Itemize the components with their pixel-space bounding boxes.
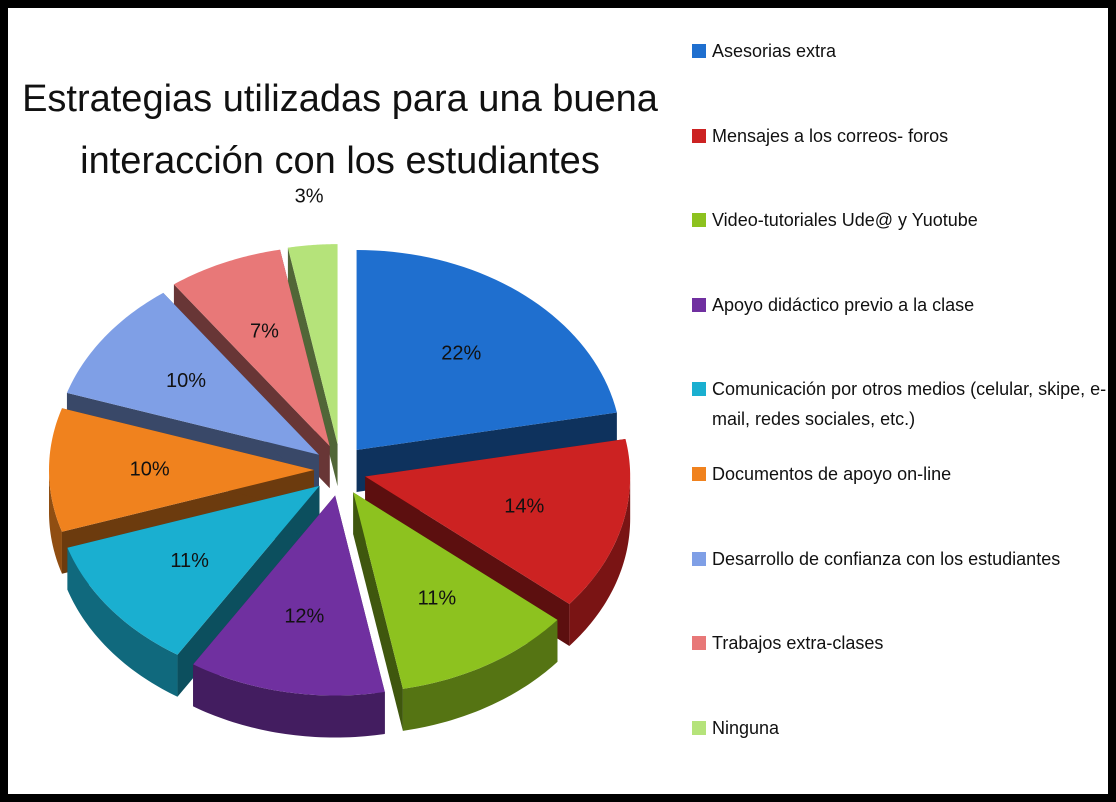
slice-wall <box>67 547 178 697</box>
legend-label: Ninguna <box>712 717 780 738</box>
legend-label: Video-tutoriales Ude@ y Yuotube <box>712 210 978 231</box>
legend-swatch <box>692 636 706 651</box>
legend-item: Ninguna <box>692 713 1116 743</box>
slice <box>353 492 558 689</box>
slice-wall <box>402 619 558 731</box>
data-label: 10% <box>130 458 170 480</box>
legend-item: Video-tutoriales Ude@ y Yuotube <box>692 205 1116 235</box>
data-label: 11% <box>170 550 209 572</box>
slice <box>67 485 320 655</box>
slice <box>66 292 319 455</box>
legend-label: Mensajes a los correos- foros <box>712 125 949 146</box>
legend-swatch <box>692 128 706 143</box>
legend-label: Comunicación por otros medios (celular, … <box>712 379 1107 430</box>
legend-label: Trabajos extra-clases <box>712 633 884 654</box>
legend-swatch <box>692 382 706 397</box>
slice <box>49 408 314 532</box>
slice-wall <box>193 664 385 738</box>
slice <box>365 438 631 604</box>
legend-item: Trabajos extra-clases <box>692 628 1116 658</box>
slice-side <box>353 492 403 731</box>
legend-item: Asesorias extra <box>692 36 1116 66</box>
legend-swatch <box>692 297 706 312</box>
data-label: 11% <box>418 587 457 609</box>
data-label: 14% <box>504 496 544 518</box>
legend-swatch <box>692 44 706 58</box>
legend-item: Documentos de apoyo on-line <box>692 459 1116 489</box>
slice <box>287 244 338 445</box>
legend-swatch <box>692 720 706 735</box>
slice <box>193 495 385 696</box>
data-label: 3% <box>295 185 324 207</box>
chart: 22% 14% 11% 12% 11% 10% 10% 7% 3% <box>49 185 631 738</box>
legend-swatch <box>692 213 706 228</box>
chart-title: Estrategias utilizadas para una buena in… <box>22 78 658 182</box>
legend-swatch <box>692 467 706 481</box>
slice <box>173 249 330 447</box>
legend-label: Desarrollo de confianza con los estudian… <box>712 548 1061 569</box>
legend-swatch <box>692 551 706 566</box>
legend-label: Apoyo didáctico previo a la clase <box>712 294 975 315</box>
data-label: 7% <box>250 321 279 343</box>
legend-item: Desarrollo de confianza con los estudian… <box>692 544 1116 574</box>
legend-label: Asesorias extra <box>712 41 837 61</box>
slice-side <box>287 247 338 487</box>
slice <box>356 249 617 450</box>
data-label: 12% <box>284 606 324 628</box>
legend-item: Comunicación por otros medios (celular, … <box>692 374 1116 434</box>
data-label: 10% <box>166 370 206 392</box>
legend-item: Mensajes a los correos- foros <box>692 121 1116 151</box>
data-label: 22% <box>441 343 481 365</box>
slice-wall <box>569 476 631 646</box>
legend-label: Documentos de apoyo on-line <box>712 464 952 484</box>
slice-wall <box>49 470 62 574</box>
legend-item: Apoyo didáctico previo a la clase <box>692 290 1116 320</box>
